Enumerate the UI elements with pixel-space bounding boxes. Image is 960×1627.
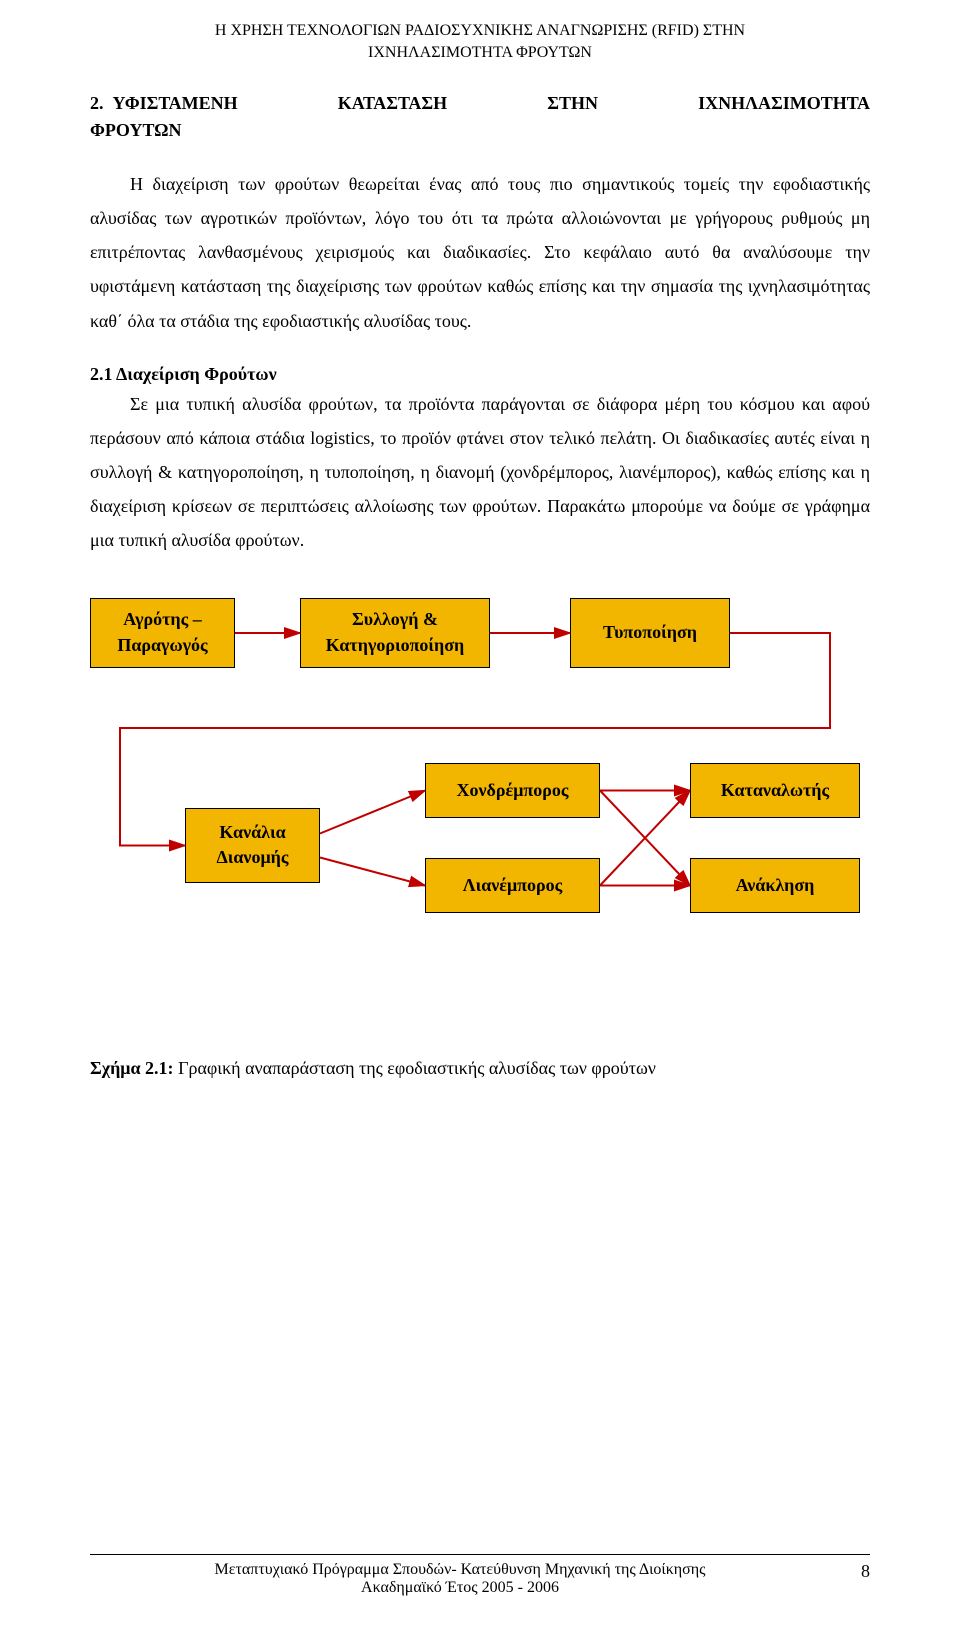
page-footer: Μεταπτυχιακό Πρόγραμμα Σπουδών- Κατεύθυν… <box>90 1554 870 1597</box>
section-word-4: ΙΧΝΗΛΑΣΙΜΟΤΗΤΑ <box>698 93 870 114</box>
figure-caption: Σχήμα 2.1: Γραφική αναπαράσταση της εφοδ… <box>90 1058 870 1079</box>
paragraph-1: Η διαχείριση των φρούτων θεωρείται ένας … <box>90 167 870 338</box>
flow-node-n4: Κανάλια Διανομής <box>185 808 320 883</box>
footer-line-1: Μεταπτυχιακό Πρόγραμμα Σπουδών- Κατεύθυν… <box>90 1561 830 1579</box>
subheading-2-1: 2.1 Διαχείριση Φρούτων <box>90 364 870 385</box>
flowchart: Αγρότης – Παραγωγός Συλλογή & Κατηγοριοπο… <box>90 598 870 1018</box>
section-title: 2. ΥΦΙΣΤΑΜΕΝΗ ΚΑΤΑΣΤΑΣΗ ΣΤΗΝ ΙΧΝΗΛΑΣΙΜΟΤ… <box>90 93 870 114</box>
flow-node-n6: Λιανέμπορος <box>425 858 600 913</box>
flow-node-n5: Χονδρέμπορος <box>425 763 600 818</box>
flow-node-n7: Καταναλωτής <box>690 763 860 818</box>
section-word-3: ΣΤΗΝ <box>547 93 598 114</box>
flow-node-n1: Αγρότης – Παραγωγός <box>90 598 235 668</box>
header-line-1: Η ΧΡΗΣΗ ΤΕΧΝΟΛΟΓΙΩΝ ΡΑΔΙΟΣΥΧΝΙΚΗΣ ΑΝΑΓΝΩ… <box>90 20 870 42</box>
caption-text: Γραφική αναπαράσταση της εφοδιαστικής αλ… <box>174 1058 656 1078</box>
caption-label: Σχήμα 2.1: <box>90 1058 174 1078</box>
page-number: 8 <box>830 1561 870 1582</box>
section-title-line2: ΦΡΟΥΤΩΝ <box>90 120 870 141</box>
footer-text: Μεταπτυχιακό Πρόγραμμα Σπουδών- Κατεύθυν… <box>90 1561 830 1597</box>
header-line-2: ΙΧΝΗΛΑΣΙΜΟΤΗΤΑ ΦΡΟΥΤΩΝ <box>90 42 870 64</box>
flow-node-n3: Τυποποίηση <box>570 598 730 668</box>
footer-line-2: Ακαδημαϊκό Έτος 2005 - 2006 <box>90 1579 830 1597</box>
page: Η ΧΡΗΣΗ ΤΕΧΝΟΛΟΓΙΩΝ ΡΑΔΙΟΣΥΧΝΙΚΗΣ ΑΝΑΓΝΩ… <box>0 0 960 1627</box>
paragraph-2: Σε μια τυπική αλυσίδα φρούτων, τα προϊόν… <box>90 387 870 558</box>
flow-node-n2: Συλλογή & Κατηγοριοποίηση <box>300 598 490 668</box>
flow-node-n8: Ανάκληση <box>690 858 860 913</box>
running-header: Η ΧΡΗΣΗ ΤΕΧΝΟΛΟΓΙΩΝ ΡΑΔΙΟΣΥΧΝΙΚΗΣ ΑΝΑΓΝΩ… <box>90 20 870 65</box>
section-word-2: ΚΑΤΑΣΤΑΣΗ <box>338 93 447 114</box>
section-number: 2. ΥΦΙΣΤΑΜΕΝΗ <box>90 93 238 114</box>
